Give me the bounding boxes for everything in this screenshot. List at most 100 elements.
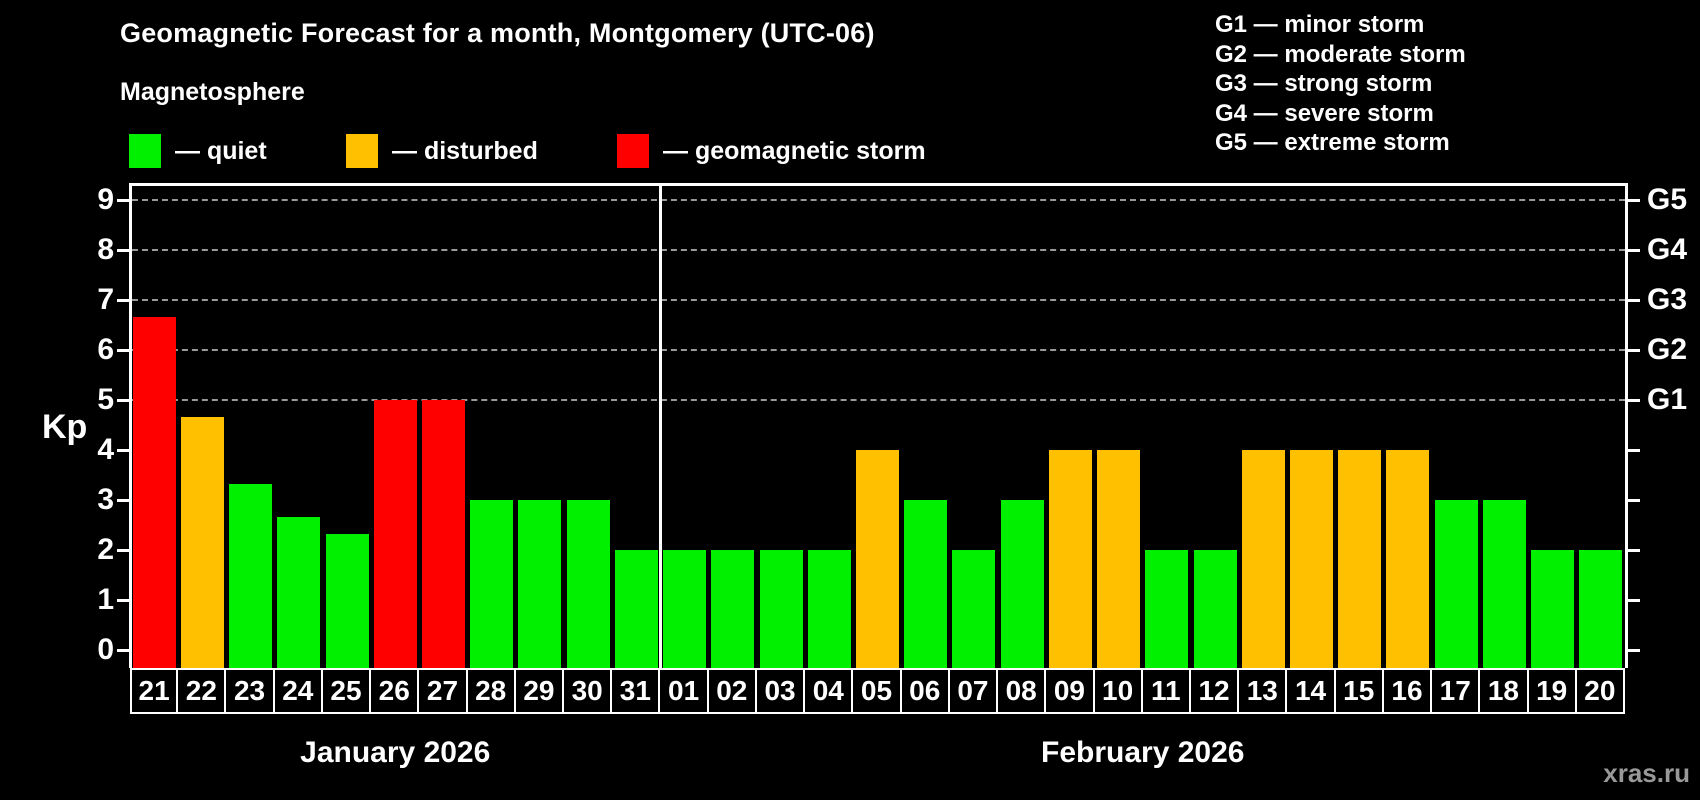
day-label-19: 19 bbox=[1526, 668, 1577, 714]
y-tick-9 bbox=[117, 198, 129, 202]
right-tick-1 bbox=[1628, 598, 1640, 602]
legend-label-disturbed: — disturbed bbox=[392, 136, 538, 165]
kp-bar-day-06 bbox=[904, 500, 948, 668]
y-tick-6 bbox=[117, 348, 129, 352]
disturbed-swatch-icon bbox=[346, 134, 378, 168]
g-level-label-G1: G1 bbox=[1647, 383, 1688, 416]
storm-swatch-icon bbox=[617, 134, 649, 168]
kp-bar-day-26 bbox=[373, 400, 417, 668]
quiet-swatch-icon bbox=[129, 134, 161, 168]
kp-bar-day-02 bbox=[711, 550, 755, 668]
plot-border-top bbox=[129, 183, 1628, 186]
g-legend-line: G2 — moderate storm bbox=[1215, 40, 1466, 68]
day-label-07: 07 bbox=[947, 668, 999, 714]
kp-bar-day-23 bbox=[229, 483, 273, 668]
y-tick-label-2: 2 bbox=[97, 533, 114, 566]
y-tick-label-5: 5 bbox=[97, 383, 114, 416]
month-label-february: February 2026 bbox=[1041, 736, 1245, 769]
y-axis-title: Kp bbox=[42, 408, 88, 446]
day-label-25: 25 bbox=[320, 668, 372, 714]
day-label-13: 13 bbox=[1237, 668, 1288, 714]
g-scale-legend: G1 — minor storm G2 — moderate storm G3 — … bbox=[1215, 10, 1466, 158]
day-label-12: 12 bbox=[1188, 668, 1240, 714]
day-label-29: 29 bbox=[513, 668, 565, 714]
y-tick-3 bbox=[117, 498, 129, 502]
kp-bar-day-25 bbox=[325, 533, 369, 668]
legend-label-storm: — geomagnetic storm bbox=[663, 136, 926, 165]
kp-bar-day-07 bbox=[952, 550, 996, 668]
gridline-kp-5 bbox=[132, 399, 1625, 401]
day-label-18: 18 bbox=[1478, 668, 1529, 714]
kp-bar-day-31 bbox=[614, 550, 658, 668]
y-tick-label-8: 8 bbox=[97, 233, 114, 266]
kp-bar-day-21 bbox=[132, 316, 176, 668]
y-axis-line bbox=[129, 183, 132, 668]
y-tick-5 bbox=[117, 398, 129, 402]
y-tick-label-9: 9 bbox=[97, 183, 114, 216]
kp-bar-day-29 bbox=[518, 500, 562, 668]
right-tick-6 bbox=[1628, 348, 1640, 352]
kp-bar-day-05 bbox=[855, 450, 899, 668]
kp-bar-day-09 bbox=[1048, 450, 1092, 668]
g-level-label-G5: G5 bbox=[1647, 183, 1688, 216]
right-tick-8 bbox=[1628, 248, 1640, 252]
chart-subtitle: Magnetosphere bbox=[120, 78, 305, 106]
day-label-28: 28 bbox=[465, 668, 516, 714]
day-label-05: 05 bbox=[851, 668, 902, 714]
y-tick-label-0: 0 bbox=[97, 633, 114, 666]
kp-bar-day-01 bbox=[663, 550, 707, 668]
gridline-kp-9 bbox=[132, 199, 1625, 201]
day-label-04: 04 bbox=[803, 668, 854, 714]
legend-label-quiet: — quiet bbox=[175, 136, 267, 165]
g-level-label-G2: G2 bbox=[1647, 333, 1688, 366]
kp-bar-day-16 bbox=[1386, 450, 1430, 668]
kp-bar-day-19 bbox=[1531, 550, 1575, 668]
status-legend: — quiet — disturbed — geomagnetic storm bbox=[0, 133, 1130, 171]
y-tick-label-1: 1 bbox=[97, 583, 114, 616]
kp-bar-day-10 bbox=[1097, 450, 1141, 668]
day-label-01: 01 bbox=[658, 668, 709, 714]
day-label-31: 31 bbox=[610, 668, 661, 714]
kp-bar-day-18 bbox=[1482, 500, 1526, 668]
kp-bar-day-28 bbox=[470, 500, 514, 668]
day-label-08: 08 bbox=[996, 668, 1047, 714]
y-tick-4 bbox=[117, 448, 129, 452]
g-legend-line: G1 — minor storm bbox=[1215, 11, 1425, 38]
watermark: xras.ru bbox=[1603, 758, 1690, 788]
y-tick-8 bbox=[117, 248, 129, 252]
y-tick-label-4: 4 bbox=[97, 433, 114, 466]
y-tick-2 bbox=[117, 548, 129, 552]
day-label-23: 23 bbox=[224, 668, 275, 714]
month-separator-line bbox=[658, 183, 662, 668]
legend-item-disturbed: — disturbed bbox=[346, 133, 538, 169]
day-label-17: 17 bbox=[1430, 668, 1481, 714]
kp-bar-day-04 bbox=[807, 550, 851, 668]
legend-item-quiet: — quiet bbox=[129, 133, 267, 169]
legend-item-storm: — geomagnetic storm bbox=[617, 133, 926, 169]
right-tick-4 bbox=[1628, 448, 1640, 452]
kp-bar-day-27 bbox=[421, 400, 465, 668]
gridline-kp-6 bbox=[132, 349, 1625, 351]
day-label-11: 11 bbox=[1140, 668, 1191, 714]
g-level-label-G4: G4 bbox=[1647, 233, 1688, 266]
day-label-10: 10 bbox=[1092, 668, 1143, 714]
kp-bar-day-11 bbox=[1145, 550, 1189, 668]
day-label-20: 20 bbox=[1574, 668, 1625, 714]
day-label-30: 30 bbox=[562, 668, 613, 714]
right-tick-9 bbox=[1628, 198, 1640, 202]
kp-bar-day-22 bbox=[180, 416, 224, 668]
day-label-03: 03 bbox=[754, 668, 806, 714]
right-tick-0 bbox=[1628, 648, 1640, 652]
kp-bar-day-08 bbox=[1000, 500, 1044, 668]
g-legend-line: G3 — strong storm bbox=[1215, 70, 1433, 97]
day-label-14: 14 bbox=[1285, 668, 1336, 714]
day-label-26: 26 bbox=[369, 668, 420, 714]
day-label-06: 06 bbox=[899, 668, 950, 714]
g-level-label-G3: G3 bbox=[1647, 283, 1688, 316]
right-tick-7 bbox=[1628, 298, 1640, 302]
kp-bar-day-12 bbox=[1193, 550, 1237, 668]
day-label-22: 22 bbox=[176, 668, 227, 714]
y-tick-0 bbox=[117, 648, 129, 652]
gridline-kp-7 bbox=[132, 299, 1625, 301]
